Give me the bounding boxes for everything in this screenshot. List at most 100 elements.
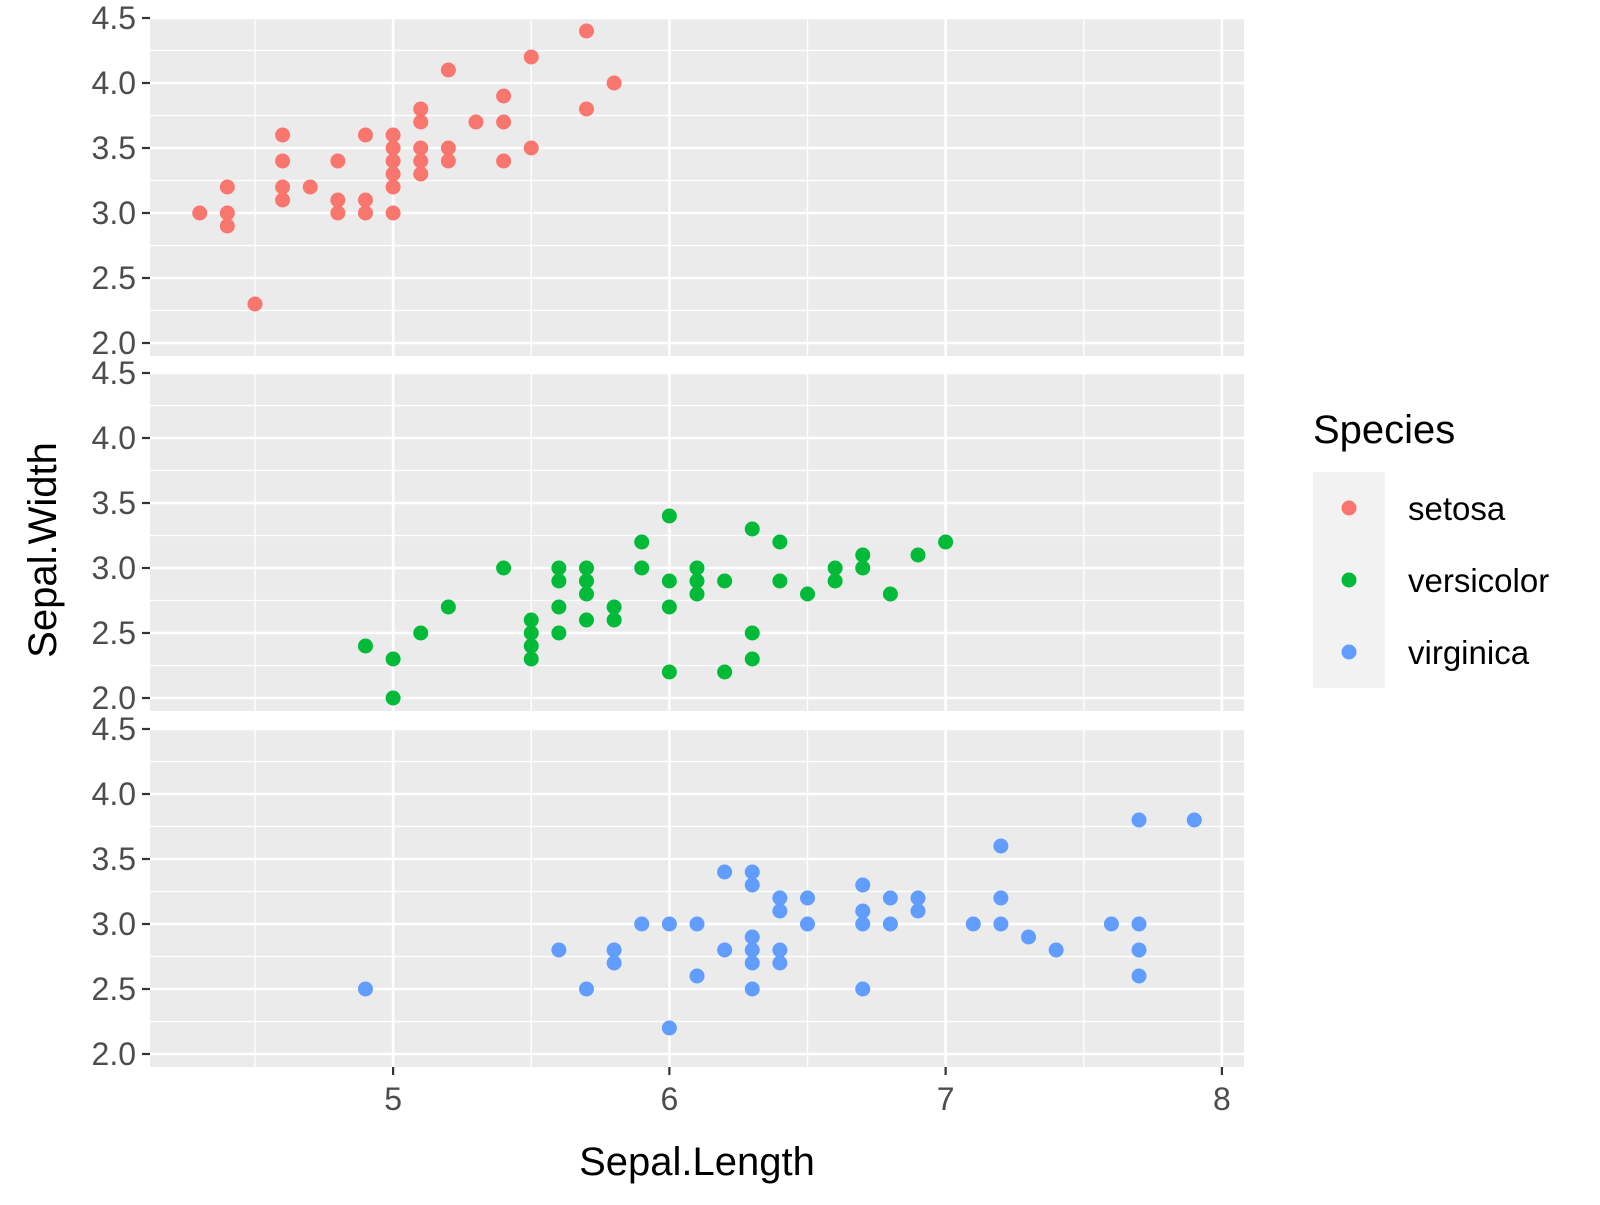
data-point-virginica bbox=[1103, 916, 1119, 932]
data-point-virginica bbox=[965, 916, 981, 932]
data-point-versicolor bbox=[772, 573, 788, 589]
data-point-versicolor bbox=[385, 690, 401, 706]
legend-item-versicolor: versicolor bbox=[1341, 562, 1549, 599]
data-point-virginica bbox=[910, 903, 926, 919]
data-point-setosa bbox=[302, 179, 318, 195]
data-point-virginica bbox=[661, 916, 677, 932]
data-point-virginica bbox=[744, 864, 760, 880]
data-point-versicolor bbox=[357, 638, 373, 654]
x-tick-label: 7 bbox=[937, 1081, 955, 1117]
data-point-versicolor bbox=[661, 599, 677, 615]
data-point-versicolor bbox=[910, 547, 926, 563]
data-point-virginica bbox=[1186, 812, 1202, 828]
data-point-setosa bbox=[385, 140, 401, 156]
data-point-virginica bbox=[744, 929, 760, 945]
data-point-virginica bbox=[1048, 942, 1064, 958]
data-point-versicolor bbox=[551, 573, 567, 589]
data-point-virginica bbox=[800, 890, 816, 906]
data-point-versicolor bbox=[800, 586, 816, 602]
y-tick-label: 3.5 bbox=[92, 130, 136, 166]
data-point-virginica bbox=[800, 916, 816, 932]
data-point-versicolor bbox=[938, 534, 954, 550]
data-point-virginica bbox=[855, 877, 871, 893]
data-point-setosa bbox=[385, 179, 401, 195]
data-point-setosa bbox=[413, 114, 429, 130]
data-point-setosa bbox=[330, 205, 346, 221]
data-point-versicolor bbox=[634, 560, 650, 576]
data-point-virginica bbox=[717, 942, 733, 958]
data-point-versicolor bbox=[717, 573, 733, 589]
data-point-versicolor bbox=[744, 625, 760, 641]
data-point-versicolor bbox=[578, 573, 594, 589]
data-point-versicolor bbox=[578, 586, 594, 602]
data-point-versicolor bbox=[413, 625, 429, 641]
data-point-setosa bbox=[413, 101, 429, 117]
data-point-setosa bbox=[440, 62, 456, 78]
y-tick-label: 2.0 bbox=[92, 325, 136, 361]
data-point-versicolor bbox=[661, 508, 677, 524]
data-point-setosa bbox=[275, 127, 291, 143]
data-point-setosa bbox=[357, 127, 373, 143]
x-axis: 5 6 7 8 bbox=[384, 1067, 1231, 1117]
data-point-virginica bbox=[744, 877, 760, 893]
data-point-virginica bbox=[1131, 812, 1147, 828]
data-point-versicolor bbox=[523, 625, 539, 641]
data-point-setosa bbox=[385, 127, 401, 143]
data-point-virginica bbox=[772, 942, 788, 958]
x-axis-title: Sepal.Length bbox=[579, 1140, 815, 1184]
legend-item-setosa: setosa bbox=[1341, 490, 1506, 527]
data-point-virginica bbox=[744, 981, 760, 997]
data-point-versicolor bbox=[661, 664, 677, 680]
data-point-virginica bbox=[882, 916, 898, 932]
data-point-versicolor bbox=[661, 573, 677, 589]
data-point-versicolor bbox=[855, 547, 871, 563]
data-point-setosa bbox=[385, 153, 401, 169]
data-point-versicolor bbox=[827, 573, 843, 589]
data-point-setosa bbox=[247, 296, 263, 312]
data-point-setosa bbox=[468, 114, 484, 130]
legend-title: Species bbox=[1313, 408, 1455, 452]
legend-item-virginica: virginica bbox=[1341, 634, 1530, 671]
data-point-setosa bbox=[578, 23, 594, 39]
facet-panel-virginica: 2.0 2.5 3.0 3.5 4.0 4.5 bbox=[92, 711, 1244, 1072]
data-point-virginica bbox=[910, 890, 926, 906]
data-point-virginica bbox=[772, 955, 788, 971]
y-tick-label: 3.0 bbox=[92, 550, 136, 586]
data-point-setosa bbox=[385, 166, 401, 182]
data-point-versicolor bbox=[634, 534, 650, 550]
data-point-setosa bbox=[440, 140, 456, 156]
data-point-versicolor bbox=[496, 560, 512, 576]
y-tick-label: 3.5 bbox=[92, 485, 136, 521]
data-point-setosa bbox=[440, 153, 456, 169]
data-point-versicolor bbox=[744, 521, 760, 537]
data-point-setosa bbox=[219, 179, 235, 195]
data-point-versicolor bbox=[882, 586, 898, 602]
data-point-setosa bbox=[578, 101, 594, 117]
y-tick-label: 3.0 bbox=[92, 195, 136, 231]
x-tick-label: 6 bbox=[660, 1081, 678, 1117]
data-point-virginica bbox=[661, 1020, 677, 1036]
facet-panels: 2.02.53.03.54.04.52.02.53.03.54.04.52.02… bbox=[92, 0, 1244, 1072]
data-point-setosa bbox=[496, 88, 512, 104]
panel-background bbox=[150, 18, 1244, 356]
data-point-setosa bbox=[413, 140, 429, 156]
data-point-setosa bbox=[219, 218, 235, 234]
data-point-setosa bbox=[385, 205, 401, 221]
legend-label-setosa: setosa bbox=[1408, 490, 1506, 527]
data-point-setosa bbox=[357, 205, 373, 221]
x-tick-label: 8 bbox=[1213, 1081, 1231, 1117]
legend-items: setosa versicolor virginica bbox=[1341, 490, 1549, 671]
data-point-setosa bbox=[413, 166, 429, 182]
data-point-virginica bbox=[1131, 968, 1147, 984]
data-point-versicolor bbox=[606, 599, 622, 615]
data-point-versicolor bbox=[606, 612, 622, 628]
points-setosa bbox=[192, 23, 622, 312]
legend-key-versicolor bbox=[1341, 572, 1357, 588]
data-point-virginica bbox=[993, 838, 1009, 854]
y-tick-label: 2.5 bbox=[92, 971, 136, 1007]
data-point-virginica bbox=[578, 981, 594, 997]
y-tick-label: 4.0 bbox=[92, 420, 136, 456]
legend-label-virginica: virginica bbox=[1408, 634, 1530, 671]
